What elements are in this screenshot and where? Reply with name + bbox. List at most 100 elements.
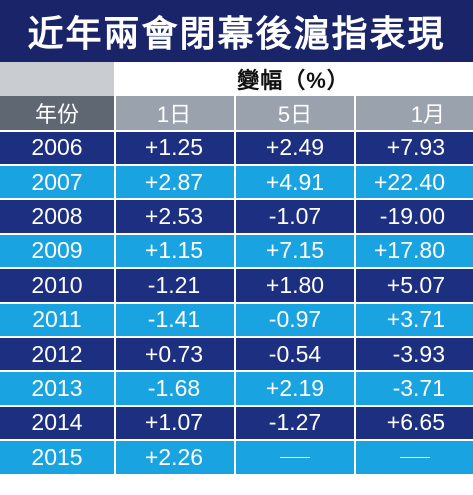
change-1m-cell: [356, 440, 473, 474]
column-divider: [114, 96, 116, 131]
change-1m-cell: +5.07: [386, 271, 445, 298]
change-1d-cell: -1.68: [147, 374, 201, 401]
table-row: 2007 +2.87 +4.91 +22.40: [0, 163, 473, 200]
column-divider: [114, 371, 116, 406]
row-divider: [0, 267, 473, 270]
change-1m-cell: +7.93: [386, 134, 445, 161]
column-divider: [234, 440, 236, 475]
change-1m-cell: +3.71: [386, 306, 445, 333]
column-divider: [354, 199, 356, 234]
row-divider: [0, 129, 473, 132]
change-1d-cell: +1.15: [144, 237, 204, 264]
change-5d-cell: -1.27: [268, 409, 322, 436]
row-divider: [0, 232, 473, 235]
table-row: 2009 +1.15 +7.15 +17.80: [0, 232, 473, 269]
column-divider: [234, 371, 236, 406]
change-5d-cell: +2.19: [265, 374, 325, 401]
change-1m-cell: +22.40: [374, 168, 445, 195]
column-divider: [234, 199, 236, 234]
table-title: 近年兩會閉幕後滬指表現: [0, 0, 473, 62]
row-divider: [0, 404, 473, 407]
column-divider: [234, 302, 236, 337]
column-divider: [234, 130, 236, 165]
change-1m-cell: +6.65: [386, 409, 445, 436]
column-divider: [114, 302, 116, 337]
column-divider: [354, 336, 356, 372]
year-cell: 2006: [31, 134, 83, 161]
table-row: 2010 -1.21 +1.80 +5.07: [0, 267, 473, 303]
row-divider: [0, 198, 473, 201]
column-divider: [114, 199, 116, 234]
column-divider: [114, 336, 116, 372]
change-5d-cell: -0.97: [268, 306, 322, 333]
column-header-1d: 1日: [156, 102, 192, 128]
column-header-row: 年份 1日 5日 1月: [0, 96, 473, 131]
table-row: 2014 +1.07 -1.27 +6.65: [0, 404, 473, 441]
column-divider: [354, 405, 356, 441]
row-divider: [0, 163, 473, 166]
year-cell: 2012: [31, 340, 83, 367]
change-5d-cell: +4.91: [265, 168, 325, 195]
column-divider: [354, 96, 356, 131]
row-divider: [0, 370, 473, 373]
year-cell: 2008: [31, 202, 83, 229]
row-divider: [0, 439, 473, 442]
column-divider: [114, 130, 116, 165]
column-divider: [114, 233, 116, 269]
table-row: 2013 -1.68 +2.19 -3.71: [0, 370, 473, 406]
no-data-dash: [280, 456, 310, 458]
column-divider: [354, 130, 356, 165]
change-1d-cell: -1.41: [147, 306, 201, 333]
column-divider: [354, 233, 356, 269]
change-1m-cell: -3.93: [392, 340, 445, 367]
change-5d-cell: +2.49: [265, 134, 325, 161]
change-1d-cell: +2.87: [144, 168, 204, 195]
column-divider: [354, 302, 356, 337]
column-header-1m: 1月: [410, 102, 445, 128]
column-divider: [234, 268, 236, 303]
change-5d-cell: -0.54: [268, 340, 322, 367]
change-1d-cell: +2.53: [144, 202, 204, 229]
change-1m-cell: -3.71: [392, 374, 445, 401]
table-row: 2015 +2.26: [0, 439, 473, 475]
row-divider: [0, 335, 473, 338]
year-cell: 2015: [31, 443, 83, 470]
column-divider: [234, 164, 236, 200]
table-row: 2012 +0.73 -0.54 -3.93: [0, 335, 473, 372]
table-row: 2006 +1.25 +2.49 +7.93: [0, 129, 473, 165]
column-divider: [234, 233, 236, 269]
change-1d-cell: +0.73: [144, 340, 204, 367]
column-divider: [354, 268, 356, 303]
column-divider: [114, 164, 116, 200]
change-1m-cell: -19.00: [379, 202, 445, 229]
year-cell: 2014: [31, 409, 83, 436]
change-5d-cell: -1.07: [268, 202, 322, 229]
change-1d-cell: +1.07: [144, 409, 204, 436]
column-header-5d: 5日: [277, 102, 313, 128]
change-1d-cell: +1.25: [144, 134, 204, 161]
change-header: 變幅（%）: [114, 62, 473, 96]
change-1d-cell: -1.21: [147, 271, 201, 298]
year-cell: 2010: [31, 271, 83, 298]
year-cell: 2013: [31, 374, 83, 401]
column-divider: [114, 405, 116, 441]
column-divider: [114, 268, 116, 303]
row-divider: [0, 301, 473, 304]
column-divider: [234, 336, 236, 372]
header-blank-cell: [0, 62, 114, 96]
no-data-dash: [399, 456, 430, 458]
change-1m-cell: +17.80: [374, 237, 445, 264]
year-cell: 2007: [31, 168, 83, 195]
change-5d-cell: +1.80: [265, 271, 325, 298]
table-row: 2011 -1.41 -0.97 +3.71: [0, 301, 473, 337]
column-divider: [354, 164, 356, 200]
table-row: 2008 +2.53 -1.07 -19.00: [0, 198, 473, 234]
change-5d-cell: [236, 440, 354, 474]
change-5d-cell: +7.15: [265, 237, 325, 264]
column-header-year: 年份: [0, 96, 114, 131]
column-divider: [234, 96, 236, 131]
column-divider: [354, 440, 356, 475]
column-divider: [354, 371, 356, 406]
column-divider: [114, 440, 116, 475]
